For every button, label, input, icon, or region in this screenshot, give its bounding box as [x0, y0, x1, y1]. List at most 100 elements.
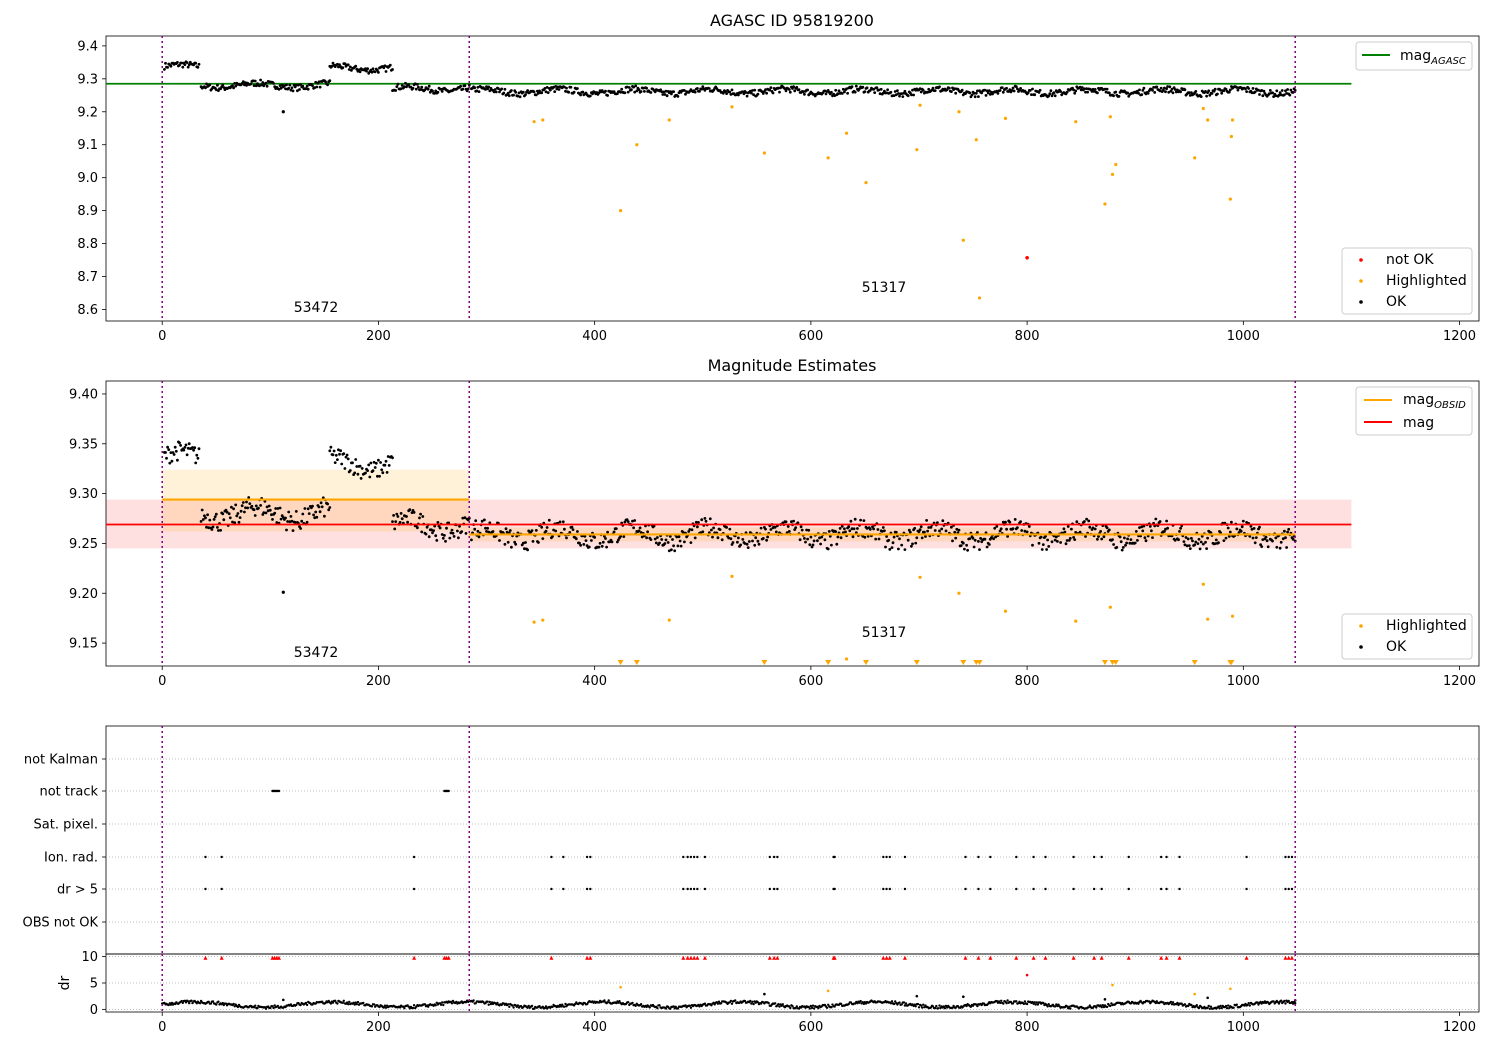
dr-ok-point	[791, 1005, 794, 1008]
dr-ok-point	[1206, 1006, 1209, 1009]
middle-ok-point	[524, 541, 527, 544]
ion-rad-flag	[1072, 855, 1075, 859]
dr-capped-marker	[881, 955, 886, 960]
top-ok-point	[176, 61, 179, 64]
top-ok-point	[620, 87, 624, 91]
dr-ok-point	[914, 1005, 917, 1008]
middle-ok-point	[244, 506, 247, 510]
middle-ok-point	[578, 541, 581, 545]
dr-capped-marker	[1099, 955, 1104, 960]
middle-ok-point	[711, 535, 714, 539]
dr-ok-point	[496, 1001, 499, 1005]
middle-ok-point	[639, 531, 643, 534]
top-ok-point	[503, 87, 507, 91]
dr-ok-point	[184, 1001, 188, 1004]
top-highlighted-point	[619, 209, 623, 213]
middle-ok-point	[622, 535, 626, 538]
dr-capped-marker	[1126, 955, 1131, 960]
middle-ok-point	[1125, 541, 1128, 545]
middle-ok-point	[211, 525, 215, 529]
middle-ok-point	[568, 531, 572, 534]
middle-ok-point	[718, 528, 722, 531]
middle-ok-point	[820, 535, 824, 539]
middle-ok-point	[745, 542, 749, 546]
top-ok-point	[283, 84, 286, 88]
middle-ok-point	[653, 537, 657, 541]
middle-ok-point	[201, 518, 205, 521]
middle-ok-point	[1217, 541, 1220, 545]
top-ok-point	[365, 69, 368, 73]
dr-capped-marker	[775, 955, 780, 960]
middle-ok-point	[806, 537, 809, 541]
top-ok-point	[784, 89, 788, 93]
top-ok-point	[893, 90, 897, 93]
middle-ok-point	[449, 531, 453, 535]
top-ok-point	[414, 87, 418, 91]
middle-ok-point	[394, 520, 398, 523]
middle-ok-point	[973, 538, 977, 542]
ion-rad-flag	[903, 855, 907, 859]
dr-ok-point	[516, 1004, 520, 1007]
top-ok-point	[409, 85, 413, 89]
dr-capped-marker	[976, 955, 981, 960]
middle-ok-point	[582, 543, 586, 546]
middle-xtick-label: 800	[1015, 674, 1040, 689]
middle-ok-point	[919, 525, 923, 529]
top-ok-point	[625, 85, 629, 89]
top-ok-point	[865, 86, 869, 90]
middle-ok-point	[458, 524, 461, 528]
middle-ok-point	[178, 441, 181, 445]
top-ok-point	[502, 91, 506, 95]
dr-ok-point	[1095, 1006, 1098, 1009]
top-ok-point	[663, 93, 667, 96]
middle-ok-point	[332, 449, 336, 453]
middle-ok-point	[222, 518, 226, 522]
middle-ok-point	[230, 505, 233, 509]
top-ok-point	[234, 84, 238, 88]
dr-ok-point	[512, 1006, 515, 1009]
dr-xtick-label: 200	[366, 1020, 391, 1035]
dr-capped-marker	[832, 955, 837, 960]
middle-ok-point	[694, 520, 698, 524]
top-highlighted-point	[1230, 118, 1235, 122]
middle-ok-point	[531, 540, 535, 543]
top-ok-point	[1104, 90, 1108, 94]
dr-ok-point	[751, 1000, 754, 1003]
middle-ok-point	[796, 521, 800, 525]
top-ok-point	[950, 90, 953, 93]
top-ok-point	[1072, 88, 1075, 92]
middle-ok-point	[678, 539, 682, 543]
top-ok-point	[911, 88, 914, 92]
dr-ok-point	[488, 1000, 491, 1004]
middle-ok-point	[379, 461, 382, 464]
middle-offscale-marker	[825, 660, 832, 665]
middle-offscale-marker	[863, 660, 870, 665]
middle-ok-point	[704, 519, 708, 523]
top-ok-point	[641, 86, 645, 90]
top-ok-point	[769, 86, 773, 89]
top-legend-line-frame	[1355, 41, 1473, 71]
top-ok-point	[974, 91, 978, 95]
middle-ok-point	[460, 530, 464, 533]
top-ok-point	[1026, 91, 1030, 95]
top-ok-point	[371, 67, 375, 71]
middle-ok-point	[584, 539, 588, 542]
middle-ok-point	[957, 528, 961, 532]
middle-ok-point	[438, 526, 442, 530]
top-ok-point	[634, 84, 638, 88]
middle-ok-point	[1226, 526, 1230, 530]
top-ok-point	[279, 86, 283, 90]
dr-capped-marker	[1244, 955, 1249, 960]
dr-ok-point	[1218, 1007, 1221, 1010]
dr-ok-point	[903, 1004, 907, 1007]
middle-ok-point	[463, 516, 467, 520]
dr-ok-point	[236, 1005, 240, 1009]
dr-capped-marker	[884, 955, 889, 960]
top-ok-point	[305, 84, 309, 88]
middle-ok-point	[354, 458, 358, 461]
top-ok-point	[265, 84, 269, 88]
top-ok-point	[264, 81, 268, 85]
top-ok-point	[834, 88, 838, 92]
top-ok-point	[1053, 94, 1057, 98]
middle-ok-point	[1074, 531, 1078, 534]
